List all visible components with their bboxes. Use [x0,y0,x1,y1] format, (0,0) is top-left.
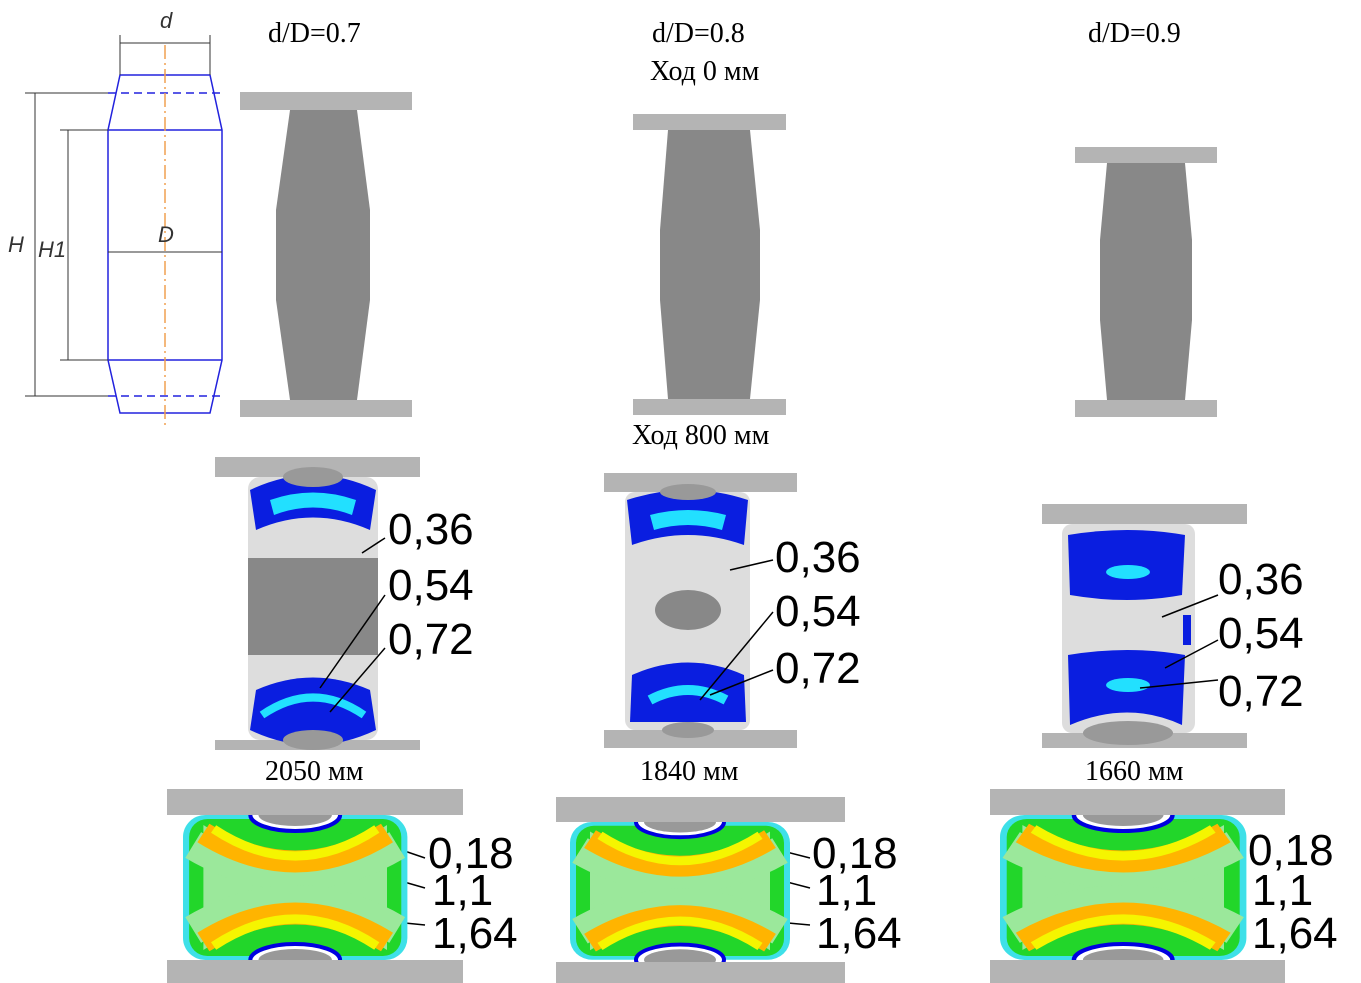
dimensions [25,35,222,396]
value-label: 0,72 [388,615,474,664]
column-title: d/D=0.7 [268,18,361,49]
stroke-caption: 1660 мм [1085,756,1184,787]
value-label: 0,72 [1218,667,1304,716]
value-label: 0,54 [388,561,474,610]
value-label: 1,64 [816,909,902,958]
caption: Ход 0 мм [650,56,760,87]
value-label: 1,1 [1252,866,1313,915]
stage-2 [215,457,1247,750]
column-title: d/D=0.8 [652,18,745,49]
value-label: 0,54 [775,587,861,636]
dim-label: H [8,232,24,257]
dim-label: H1 [38,237,66,262]
value-label: 1,64 [432,909,518,958]
dim-label: D [158,222,174,247]
value-label: 0,36 [388,505,474,554]
dim-label: d [160,8,173,33]
value-label: 1,64 [1252,909,1338,958]
value-label: 0,54 [1218,609,1304,658]
caption: Ход 800 мм [632,420,770,451]
stroke-caption: 1840 мм [640,756,739,787]
billets [240,92,1217,417]
stage-3 [167,789,1285,983]
column-title: d/D=0.9 [1088,18,1181,49]
value-label: 1,1 [432,866,493,915]
stroke-caption: 2050 мм [265,756,364,787]
value-label: 1,1 [816,866,877,915]
value-label: 0,36 [775,533,861,582]
value-label: 0,72 [775,644,861,693]
value-label: 0,36 [1218,555,1304,604]
figure: d D H H1 d/D=0.7 d/D=0.8 d/D=0.9 Ход 0 м… [0,0,1361,983]
